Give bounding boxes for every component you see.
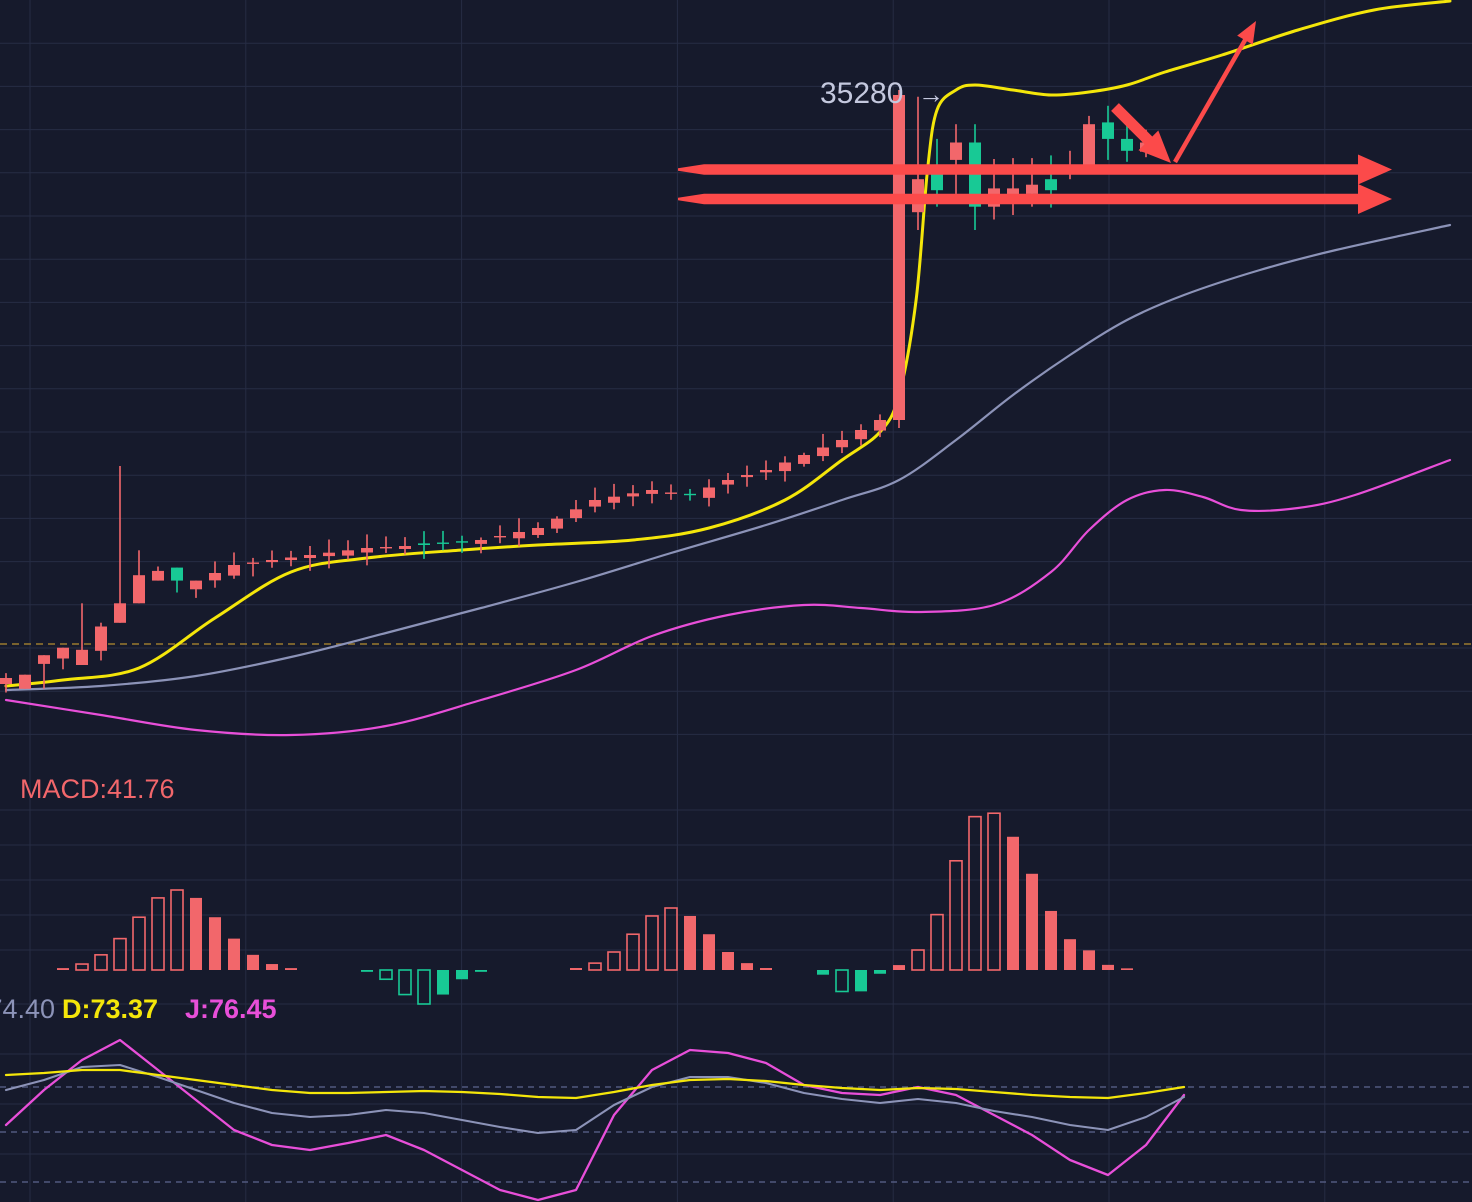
- svg-text:J:76.45: J:76.45: [185, 994, 277, 1024]
- svg-text:K:74.40: K:74.40: [0, 994, 55, 1024]
- svg-text:→: →: [918, 79, 944, 109]
- svg-text:MACD:41.76: MACD:41.76: [20, 774, 175, 804]
- svg-text:35280: 35280: [820, 77, 903, 110]
- svg-text:D:73.37: D:73.37: [62, 994, 158, 1024]
